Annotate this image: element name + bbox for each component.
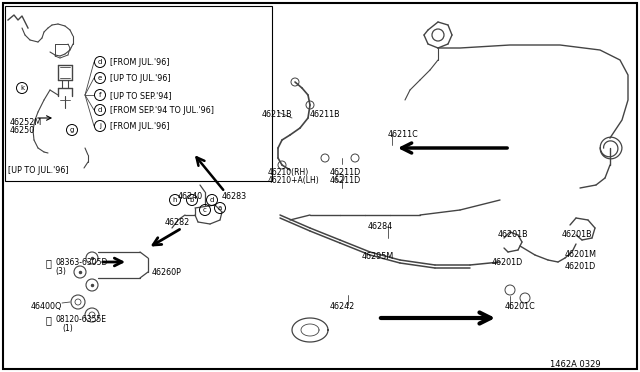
Text: k: k: [20, 85, 24, 91]
Text: 46201B: 46201B: [498, 230, 529, 239]
Text: 46201D: 46201D: [565, 262, 596, 271]
Text: 46211D: 46211D: [330, 168, 361, 177]
Text: 46201B: 46201B: [562, 230, 593, 239]
Text: j: j: [99, 123, 101, 129]
Text: [UP TO JUL.'96]: [UP TO JUL.'96]: [110, 74, 171, 83]
Text: [FROM SEP.'94 TO JUL.'96]: [FROM SEP.'94 TO JUL.'96]: [110, 106, 214, 115]
Text: 46201D: 46201D: [492, 258, 524, 267]
Text: 46282: 46282: [165, 218, 190, 227]
Text: 46284: 46284: [368, 222, 393, 231]
Text: 1462A 0329: 1462A 0329: [550, 360, 600, 369]
Text: 46295M: 46295M: [362, 252, 394, 261]
Text: 46252M: 46252M: [10, 118, 42, 127]
Text: a: a: [218, 205, 222, 211]
Text: [FROM JUL.'96]: [FROM JUL.'96]: [110, 58, 170, 67]
Text: 46400Q: 46400Q: [31, 302, 62, 311]
Text: 46211B: 46211B: [262, 110, 292, 119]
Text: 46240: 46240: [178, 192, 203, 201]
Text: (1): (1): [62, 324, 73, 333]
Text: [UP TO JUL.'96]: [UP TO JUL.'96]: [8, 166, 68, 175]
Text: 46201C: 46201C: [505, 302, 536, 311]
Text: g: g: [70, 127, 74, 133]
Text: 46250: 46250: [10, 126, 35, 135]
Text: b: b: [190, 197, 194, 203]
Text: h: h: [173, 197, 177, 203]
Text: 46242: 46242: [330, 302, 355, 311]
Text: 46283: 46283: [222, 192, 247, 201]
Text: f: f: [99, 92, 101, 98]
Text: d: d: [210, 197, 214, 203]
Text: 08363-6305D: 08363-6305D: [55, 258, 108, 267]
Text: [FROM JUL.'96]: [FROM JUL.'96]: [110, 122, 170, 131]
Text: 46211C: 46211C: [388, 130, 419, 139]
Text: 46210(RH): 46210(RH): [268, 168, 309, 177]
Text: (3): (3): [55, 267, 66, 276]
Text: 46211D: 46211D: [330, 176, 361, 185]
Text: 46260P: 46260P: [152, 268, 182, 277]
Text: 46201M: 46201M: [565, 250, 597, 259]
Text: 08120-6355E: 08120-6355E: [55, 315, 106, 324]
Text: Ⓑ: Ⓑ: [46, 315, 52, 325]
Text: d: d: [98, 59, 102, 65]
Bar: [5, 6, 272, 181]
Text: c: c: [203, 207, 207, 213]
Text: e: e: [98, 75, 102, 81]
Text: [UP TO SEP.'94]: [UP TO SEP.'94]: [110, 91, 172, 100]
Text: d: d: [98, 107, 102, 113]
Text: 46210+A(LH): 46210+A(LH): [268, 176, 320, 185]
Text: 46211B: 46211B: [310, 110, 340, 119]
Text: Ⓢ: Ⓢ: [46, 258, 52, 268]
